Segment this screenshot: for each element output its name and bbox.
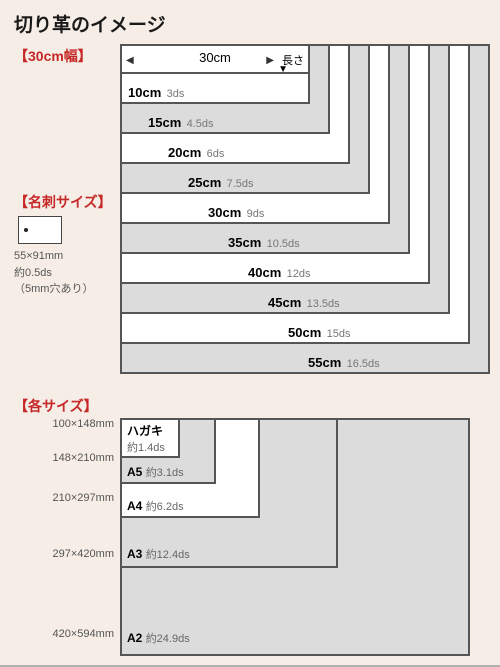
paper-label: A3 約12.4ds bbox=[127, 546, 190, 562]
paper-label: ハガキ約1.4ds bbox=[127, 422, 165, 455]
step-label: 25cm 7.5ds bbox=[188, 175, 254, 190]
arrow-right-icon: ▶ bbox=[266, 55, 274, 66]
step-label: 40cm 12ds bbox=[248, 265, 310, 280]
width30-stack: ◀ 30cm ▶ 長さ ▼ 10cm 3ds 15cm 4.5ds 20cm 6ds… bbox=[120, 44, 470, 374]
step-label: 45cm 13.5ds bbox=[268, 295, 340, 310]
width30-value: 30cm bbox=[199, 50, 231, 65]
section-label-kaku: 【各サイズ】 bbox=[14, 396, 98, 416]
step-label: 20cm 6ds bbox=[168, 145, 224, 160]
step-label: 50cm 15ds bbox=[288, 325, 350, 340]
paper-label: A4 約6.2ds bbox=[127, 498, 184, 514]
arrow-down-icon: ▼ bbox=[278, 64, 288, 75]
page-title: 切り革のイメージ bbox=[0, 0, 500, 43]
step-label: 15cm 4.5ds bbox=[148, 115, 214, 130]
section-label-30cm: 【30cm幅】 bbox=[14, 46, 92, 66]
paper-ハガキ: ハガキ約1.4ds bbox=[120, 418, 180, 458]
paper-label: A2 約24.9ds bbox=[127, 630, 190, 646]
dim-a4: 210×297mm bbox=[14, 492, 114, 504]
step-label: 30cm 9ds bbox=[208, 205, 264, 220]
step-label: 35cm 10.5ds bbox=[228, 235, 300, 250]
meishi-card bbox=[18, 216, 62, 244]
dim-a2: 420×594mm bbox=[14, 628, 114, 640]
dim-hagaki: 100×148mm bbox=[14, 418, 114, 430]
paper-size-stack: ハガキ約1.4ds A5 約3.1ds A4 約6.2ds A3 約12.4ds A2 … bbox=[120, 418, 480, 656]
paper-label: A5 約3.1ds bbox=[127, 464, 184, 480]
step-label: 10cm 3ds bbox=[128, 85, 184, 100]
arrow-left-icon: ◀ bbox=[126, 55, 134, 66]
section-label-meishi: 【名刺サイズ】 bbox=[14, 192, 112, 212]
width30-header: ◀ 30cm ▶ 長さ ▼ bbox=[120, 44, 310, 74]
hole-dot-icon bbox=[24, 228, 28, 232]
meishi-note: （5mm穴あり） bbox=[14, 281, 93, 298]
dim-a5: 148×210mm bbox=[14, 452, 114, 464]
dim-a3: 297×420mm bbox=[14, 548, 114, 560]
meishi-ds: 約0.5ds bbox=[14, 265, 93, 282]
meishi-dim: 55×91mm bbox=[14, 248, 93, 265]
meishi-info: 55×91mm 約0.5ds （5mm穴あり） bbox=[14, 248, 93, 298]
step-label: 55cm 16.5ds bbox=[308, 355, 380, 370]
